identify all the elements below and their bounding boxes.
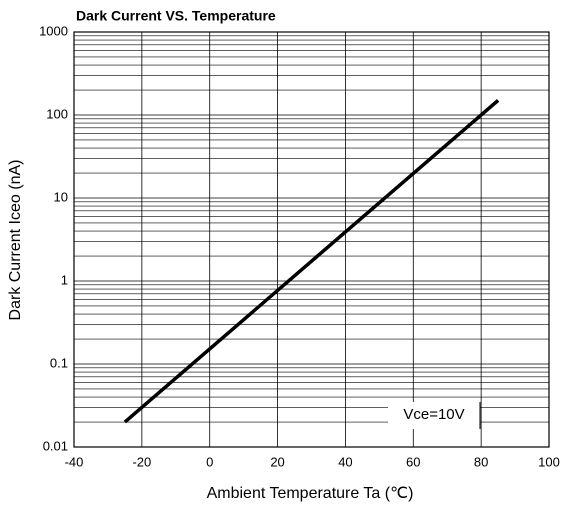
x-tick-label: 80 <box>474 454 488 469</box>
x-tick-label: -20 <box>132 454 151 469</box>
x-tick-label: 100 <box>538 454 560 469</box>
plot-frame <box>73 31 550 448</box>
chart-title: Dark Current VS. Temperature <box>76 8 276 24</box>
annotation-box <box>388 402 480 429</box>
x-tick-label: 60 <box>406 454 420 469</box>
x-tick-label: -40 <box>65 454 84 469</box>
y-tick-label: 1 <box>61 272 68 287</box>
x-tick-label: 40 <box>338 454 352 469</box>
y-tick-label: 1000 <box>39 23 68 38</box>
x-tick-label: 20 <box>270 454 284 469</box>
annotation: Vce=10V <box>403 406 464 423</box>
x-tick-label: 0 <box>206 454 213 469</box>
data-line <box>123 99 500 424</box>
y-tick-label: 10 <box>54 189 68 204</box>
y-tick-label: 0.1 <box>50 355 68 370</box>
y-tick-label: 0.01 <box>43 438 68 453</box>
x-axis-label: Ambient Temperature Ta (℃) <box>207 485 414 502</box>
y-axis-label: Dark Current Iceo (nA) <box>7 160 24 321</box>
y-tick-label: 100 <box>46 106 68 121</box>
